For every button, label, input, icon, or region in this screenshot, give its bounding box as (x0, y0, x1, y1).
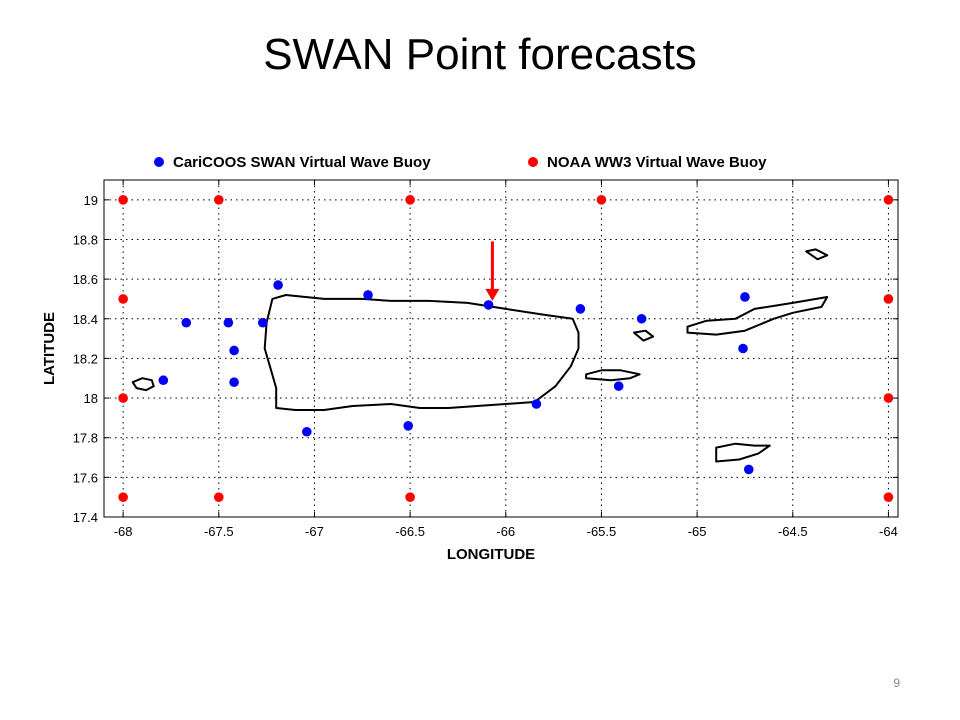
ww3-buoy-point (596, 195, 607, 205)
x-tick-label: -64.5 (778, 524, 808, 539)
y-tick-label: 18 (84, 391, 98, 406)
anegada-outline (805, 248, 829, 261)
legend: CariCOOS SWAN Virtual Wave Buoy NOAA WW3 … (154, 154, 767, 171)
swan-buoy-point (575, 304, 586, 314)
y-tick-label: 17.6 (73, 470, 98, 485)
ww3-buoy-point (118, 492, 128, 502)
swan-buoy-point (483, 300, 494, 310)
swan-buoy-point (403, 421, 414, 431)
virgin-islands-outline (686, 296, 829, 336)
y-tick-label: 19 (84, 193, 98, 208)
swan-buoy-point (258, 317, 268, 328)
grid-lines (104, 180, 898, 518)
swan-buoy-point (223, 317, 234, 328)
y-tick-label: 17.4 (73, 510, 98, 525)
swan-buoy-point (743, 464, 754, 475)
x-tick-label: -68 (114, 524, 133, 539)
land-outlines (131, 248, 829, 463)
arrow-head (485, 288, 500, 301)
ww3-buoy-point (405, 195, 415, 205)
x-tick-label: -65 (688, 524, 707, 539)
ww3-buoy-point (118, 393, 128, 403)
swan-buoy-point (181, 317, 192, 328)
x-tick-label: -67.5 (204, 524, 234, 539)
ww3-buoy-point (883, 393, 894, 403)
swan-buoy-point (158, 375, 169, 386)
x-tick-label: -65.5 (587, 524, 617, 539)
axis-ticks: -68 -67.5 -67 -66.5 -66 -65.5 -65 -64.5 -64 17.4 1… (73, 180, 898, 539)
ww3-buoy-point (213, 492, 224, 502)
swan-buoy-point (636, 313, 647, 324)
ww3-buoy-point (883, 294, 894, 304)
swan-buoy-point (531, 399, 542, 409)
swan-buoy-point (740, 292, 750, 302)
ww3-buoy-point (213, 195, 224, 205)
x-axis-label: LONGITUDE (447, 546, 535, 563)
legend-marker (528, 157, 538, 167)
swan-buoy-point (363, 290, 373, 300)
x-tick-label: -67 (305, 524, 324, 539)
y-tick-label: 18.6 (73, 272, 98, 287)
x-tick-label: -64 (879, 524, 898, 539)
swan-buoy-point (738, 343, 748, 354)
swan-buoy-point (302, 426, 312, 437)
swan-buoy-point (229, 345, 239, 356)
ww3-buoy-point (118, 195, 128, 205)
puerto-rico-outline (263, 294, 580, 411)
legend-label: NOAA WW3 Virtual Wave Buoy (547, 154, 767, 171)
x-tick-label: -66.5 (395, 524, 425, 539)
ww3-buoy-point (405, 492, 415, 502)
ww3-buoy-point (118, 294, 128, 304)
vieques-outline (585, 369, 641, 382)
swan-buoy-point (613, 381, 624, 391)
ww3-buoy-point (883, 195, 894, 205)
y-axis-label: LATITUDE (41, 312, 58, 385)
y-tick-label: 18.2 (73, 351, 98, 366)
y-tick-label: 18.8 (73, 232, 98, 247)
culebra-outline (633, 329, 655, 342)
swan-buoy-point (273, 280, 283, 290)
legend-marker (154, 157, 164, 167)
mona-island-outline (131, 377, 155, 392)
st-croix-outline (715, 442, 771, 463)
annotations (485, 241, 500, 301)
data-points (118, 195, 894, 502)
page-number: 9 (893, 676, 900, 690)
y-tick-label: 17.8 (73, 431, 98, 446)
slide-title: SWAN Point forecasts (263, 30, 697, 79)
x-tick-label: -66 (496, 524, 515, 539)
y-tick-label: 18.4 (73, 312, 98, 327)
swan-buoy-point (229, 377, 239, 388)
ww3-buoy-point (883, 492, 894, 502)
legend-label: CariCOOS SWAN Virtual Wave Buoy (173, 154, 431, 171)
plot-frame (103, 179, 899, 518)
